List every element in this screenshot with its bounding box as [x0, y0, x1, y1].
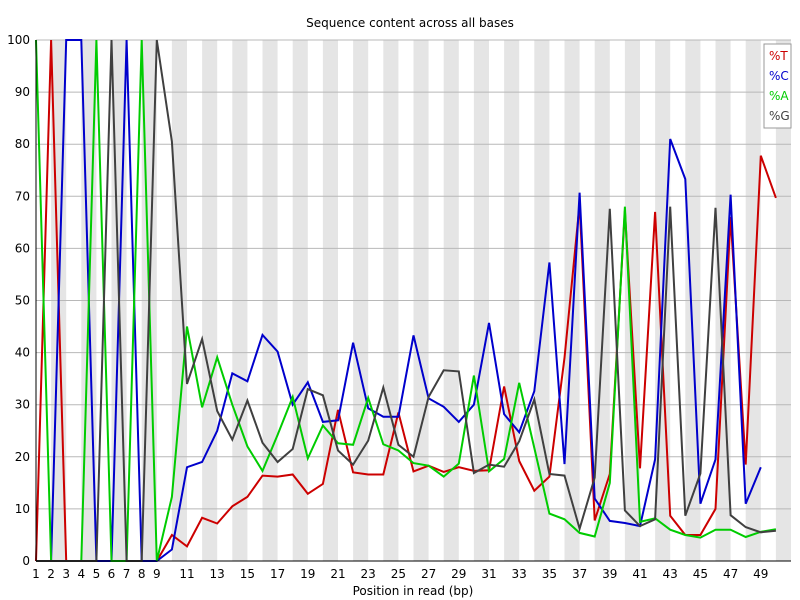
- x-tick-label: 35: [542, 567, 557, 581]
- x-tick-label: 25: [391, 567, 406, 581]
- y-tick-label: 30: [15, 398, 30, 412]
- x-tick-label: 5: [93, 567, 101, 581]
- x-tick-label: 43: [663, 567, 678, 581]
- y-tick-label: 20: [15, 450, 30, 464]
- x-tick-label: 11: [179, 567, 194, 581]
- x-tick-label: 21: [330, 567, 345, 581]
- series-line-pct-G: [36, 39, 776, 562]
- legend-box: [763, 43, 792, 129]
- x-tick-label: 1: [32, 567, 40, 581]
- x-tick-label: 47: [723, 567, 738, 581]
- x-tick-label: 33: [512, 567, 527, 581]
- x-tick-labels: 1 2 3 4 5 6 7 8 9 11 13 15 17 19 21 23 25 27 29 31 33 35 37 39 4…: [32, 567, 768, 581]
- x-axis-label: Position in read (bp): [353, 584, 474, 598]
- series-line-pct-A: [35, 39, 777, 562]
- x-tick-label: 17: [270, 567, 285, 581]
- x-tick-label: 31: [481, 567, 496, 581]
- x-tick-label: 13: [210, 567, 225, 581]
- axes: [35, 40, 791, 562]
- x-tick-label: 15: [240, 567, 255, 581]
- y-tick-label: 0: [22, 554, 30, 568]
- x-tick-label: 49: [753, 567, 768, 581]
- x-tick-label: 9: [153, 567, 161, 581]
- legend-entry: %G: [769, 109, 790, 123]
- x-tick-label: 2: [47, 567, 55, 581]
- y-tick-labels: 0 10 20 30 40 50 60 70 80 90 100: [7, 33, 30, 568]
- x-tick-label: 7: [123, 567, 131, 581]
- y-tick-label: 50: [15, 294, 30, 308]
- x-tick-label: 27: [421, 567, 436, 581]
- chart-title: Sequence content across all bases: [306, 16, 514, 30]
- x-tick-label: 45: [693, 567, 708, 581]
- y-tick-label: 100: [7, 33, 30, 47]
- legend-entry: %T: [769, 49, 788, 63]
- y-tick-label: 90: [15, 85, 30, 99]
- y-tick-label: 80: [15, 137, 30, 151]
- x-tick-label: 4: [77, 567, 85, 581]
- x-tick-label: 29: [451, 567, 466, 581]
- x-tick-label: 8: [138, 567, 146, 581]
- y-tick-label: 70: [15, 189, 30, 203]
- x-tick-label: 19: [300, 567, 315, 581]
- x-tick-label: 41: [632, 567, 647, 581]
- series-line-pct-T: [35, 39, 777, 562]
- legend: %T %C %A %G: [763, 43, 792, 129]
- y-tick-label: 10: [15, 502, 30, 516]
- y-tick-label: 60: [15, 241, 30, 255]
- legend-entry: %C: [769, 69, 789, 83]
- x-tick-label: 6: [108, 567, 116, 581]
- x-tick-label: 3: [62, 567, 70, 581]
- legend-entry: %A: [769, 89, 789, 103]
- x-tick-label: 39: [602, 567, 617, 581]
- x-tick-label: 37: [572, 567, 587, 581]
- y-tick-label: 40: [15, 346, 30, 360]
- x-tick-label: 23: [361, 567, 376, 581]
